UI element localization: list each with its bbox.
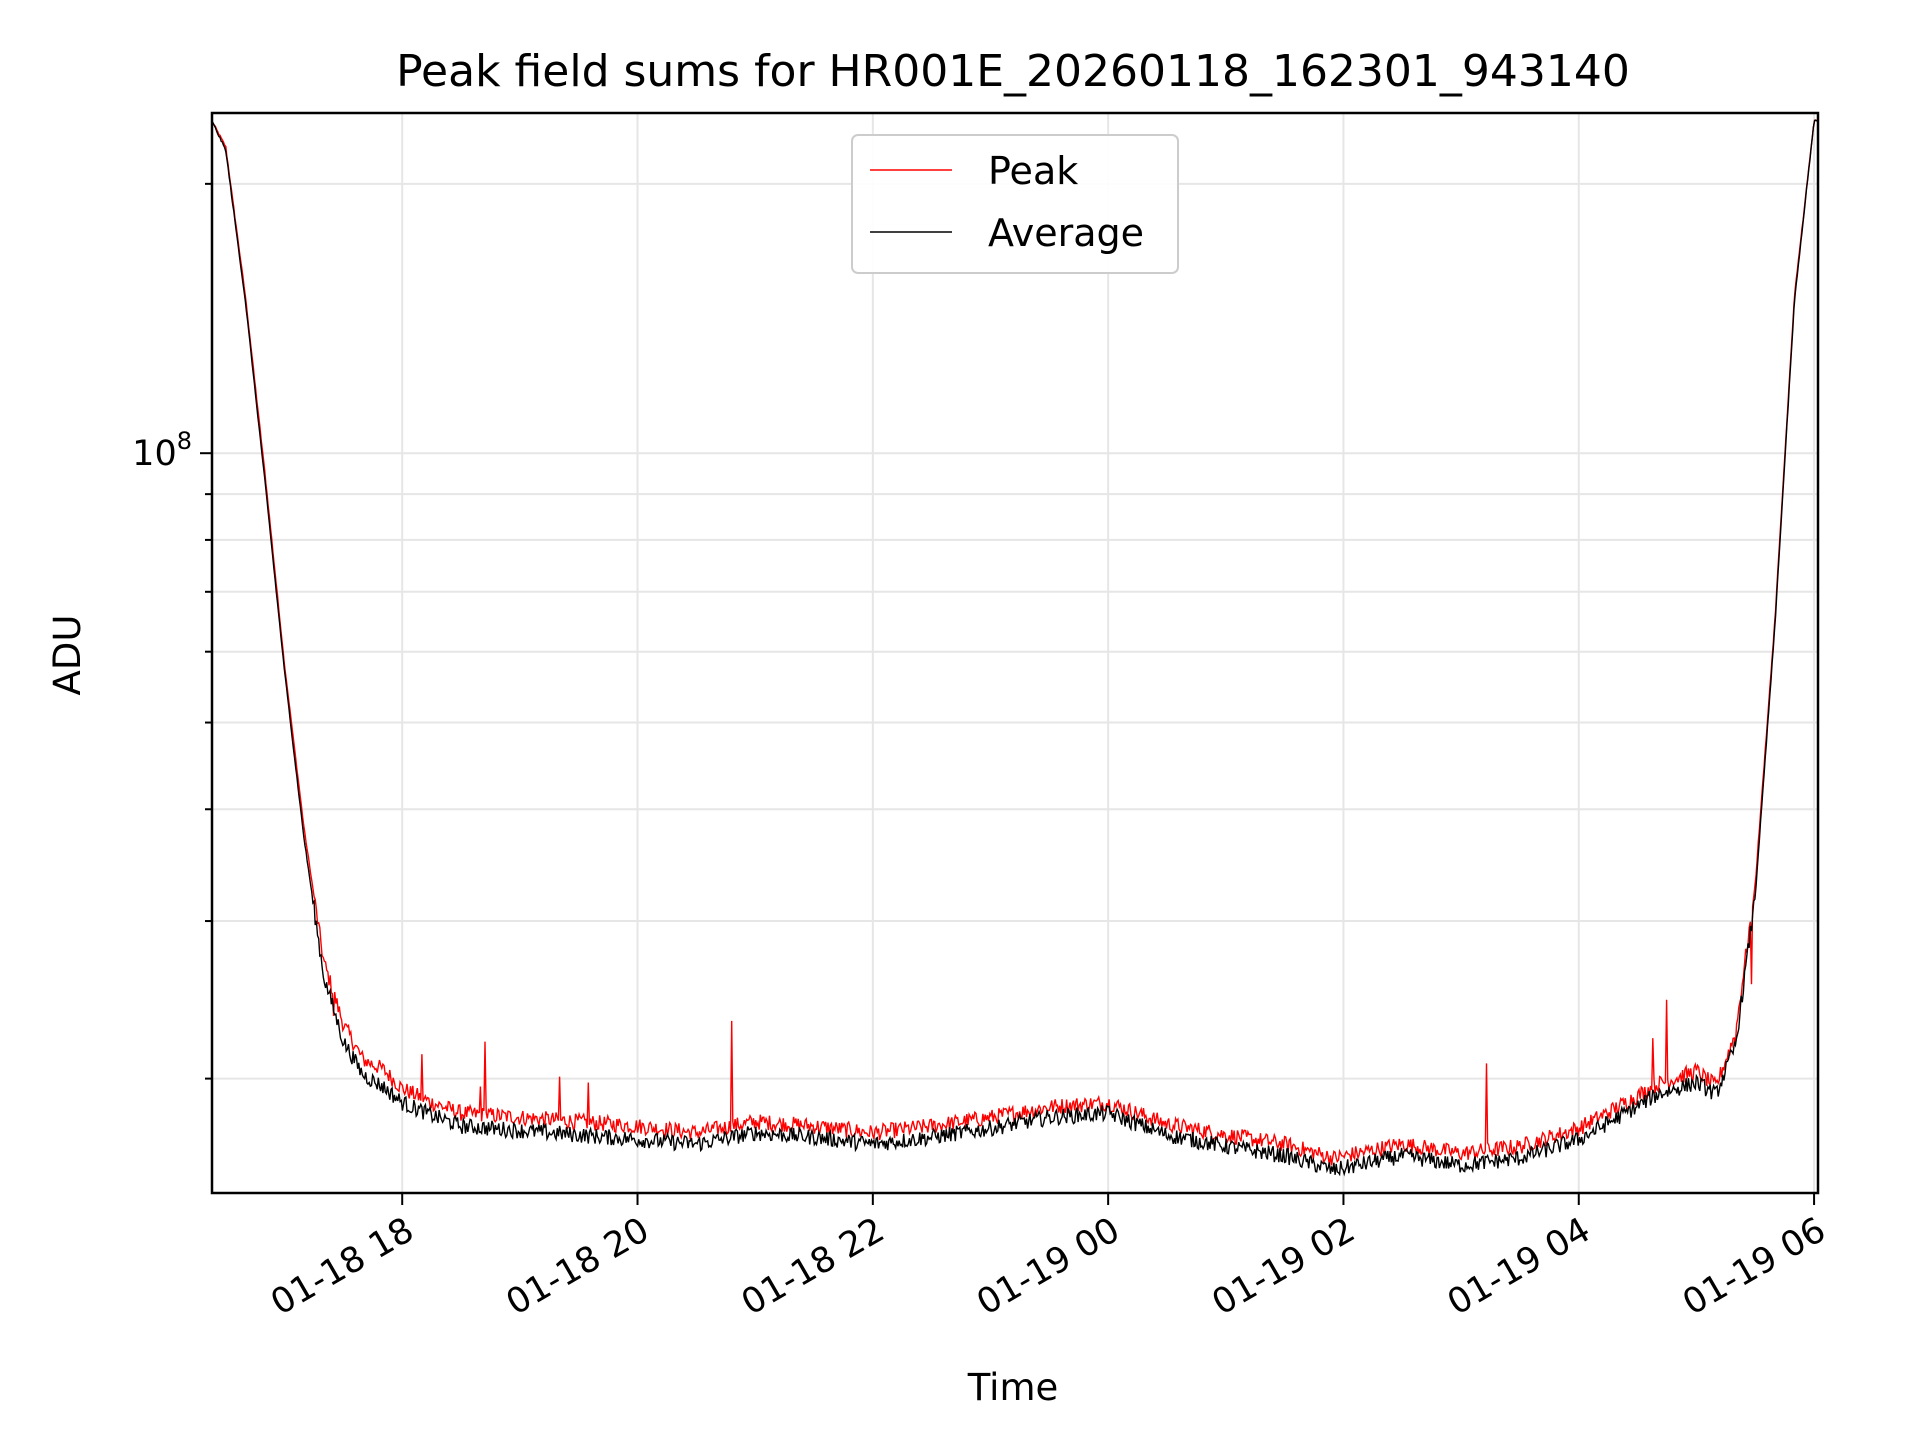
legend-label-peak: Peak [988,149,1078,193]
x-axis-label: Time [967,1366,1059,1409]
grid [212,113,1818,1193]
y-axis-label: ADU [46,615,89,696]
chart-title: Peak field sums for HR001E_20260118_1623… [396,46,1630,97]
plot-frame [210,111,1820,1195]
legend-label-average: Average [988,211,1144,255]
plot-series [212,119,1818,1177]
legend: Peak Average [851,134,1179,274]
series-line-average [212,119,1818,1177]
y-tick-label: 108 [132,427,192,474]
